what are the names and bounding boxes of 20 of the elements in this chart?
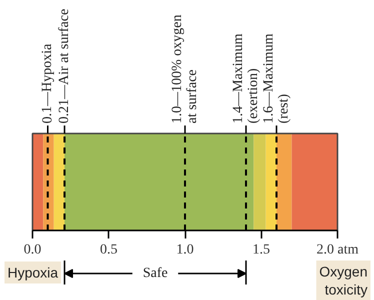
bar [276,134,292,230]
ref-line-label: 1.0—100% oxygen at surface [170,14,200,124]
bar [43,134,54,230]
ref-line-label: 1.4—Maximum (exertion) [231,34,261,124]
ref-line-label: 1.6—Maximum (rest) [262,34,292,124]
ref-line-label: 0.21—Air at surface [57,8,72,124]
x-tick-label: 1.0 [176,242,194,258]
ref-line-label: 0.1—Hypoxia [40,43,56,124]
x-tick-label: 1.5 [252,242,270,258]
text: Hypoxia [8,264,58,280]
x-tick-label: 2.0 atm [316,242,359,258]
x-tick-label: 0.0 [24,242,42,258]
bar [292,134,338,230]
x-tick-label: 0.5 [100,242,118,258]
bar [64,134,254,230]
bar [266,134,276,230]
text: Oxygen toxicity [319,263,368,298]
text: Safe [142,266,168,281]
bar [254,134,266,230]
bar [54,134,65,230]
